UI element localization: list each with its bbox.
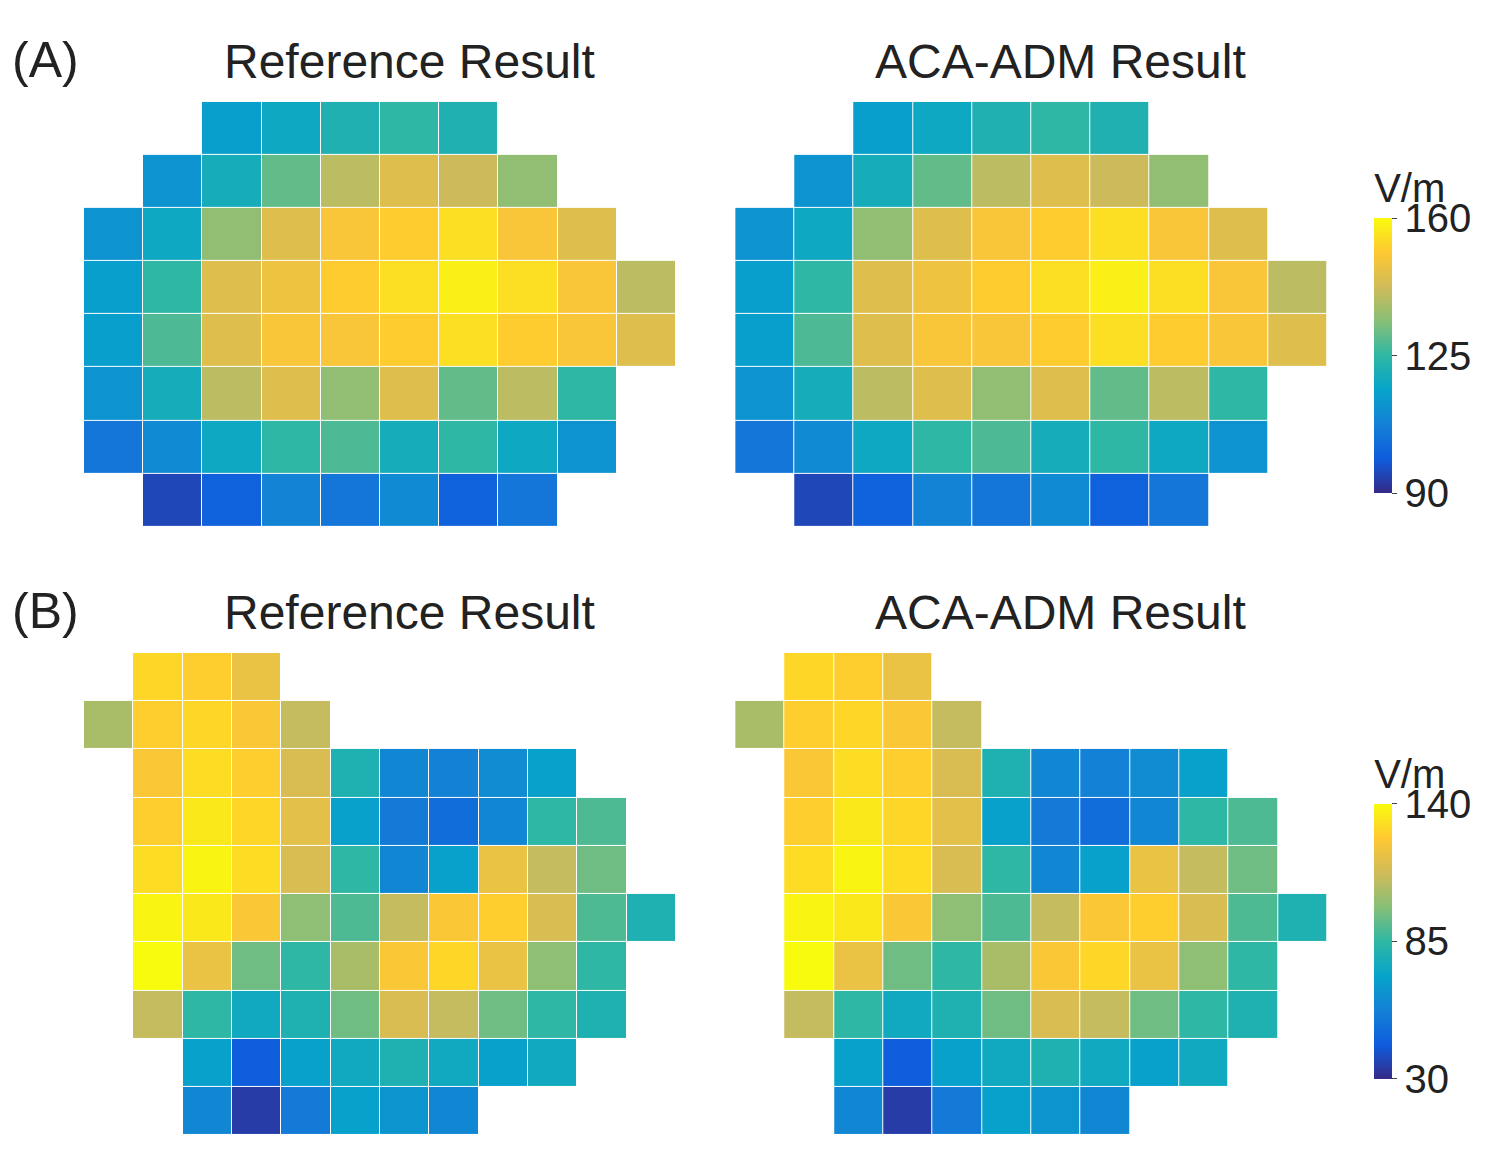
svg-text:160: 160 <box>1405 196 1472 240</box>
svg-text:90: 90 <box>1405 471 1450 515</box>
svg-text:V/m: V/m <box>1374 752 1445 796</box>
svg-text:Reference Result: Reference Result <box>224 586 595 639</box>
svg-text:ACA-ADM Result: ACA-ADM Result <box>875 35 1246 88</box>
svg-text:140: 140 <box>1405 782 1472 826</box>
svg-text:85: 85 <box>1405 919 1450 963</box>
svg-text:30: 30 <box>1405 1057 1450 1101</box>
svg-text:V/m: V/m <box>1374 166 1445 210</box>
svg-text:(A): (A) <box>12 32 79 88</box>
svg-text:Reference Result: Reference Result <box>224 35 595 88</box>
svg-text:125: 125 <box>1405 334 1472 378</box>
svg-text:ACA-ADM Result: ACA-ADM Result <box>875 586 1246 639</box>
svg-text:(B): (B) <box>12 583 79 639</box>
